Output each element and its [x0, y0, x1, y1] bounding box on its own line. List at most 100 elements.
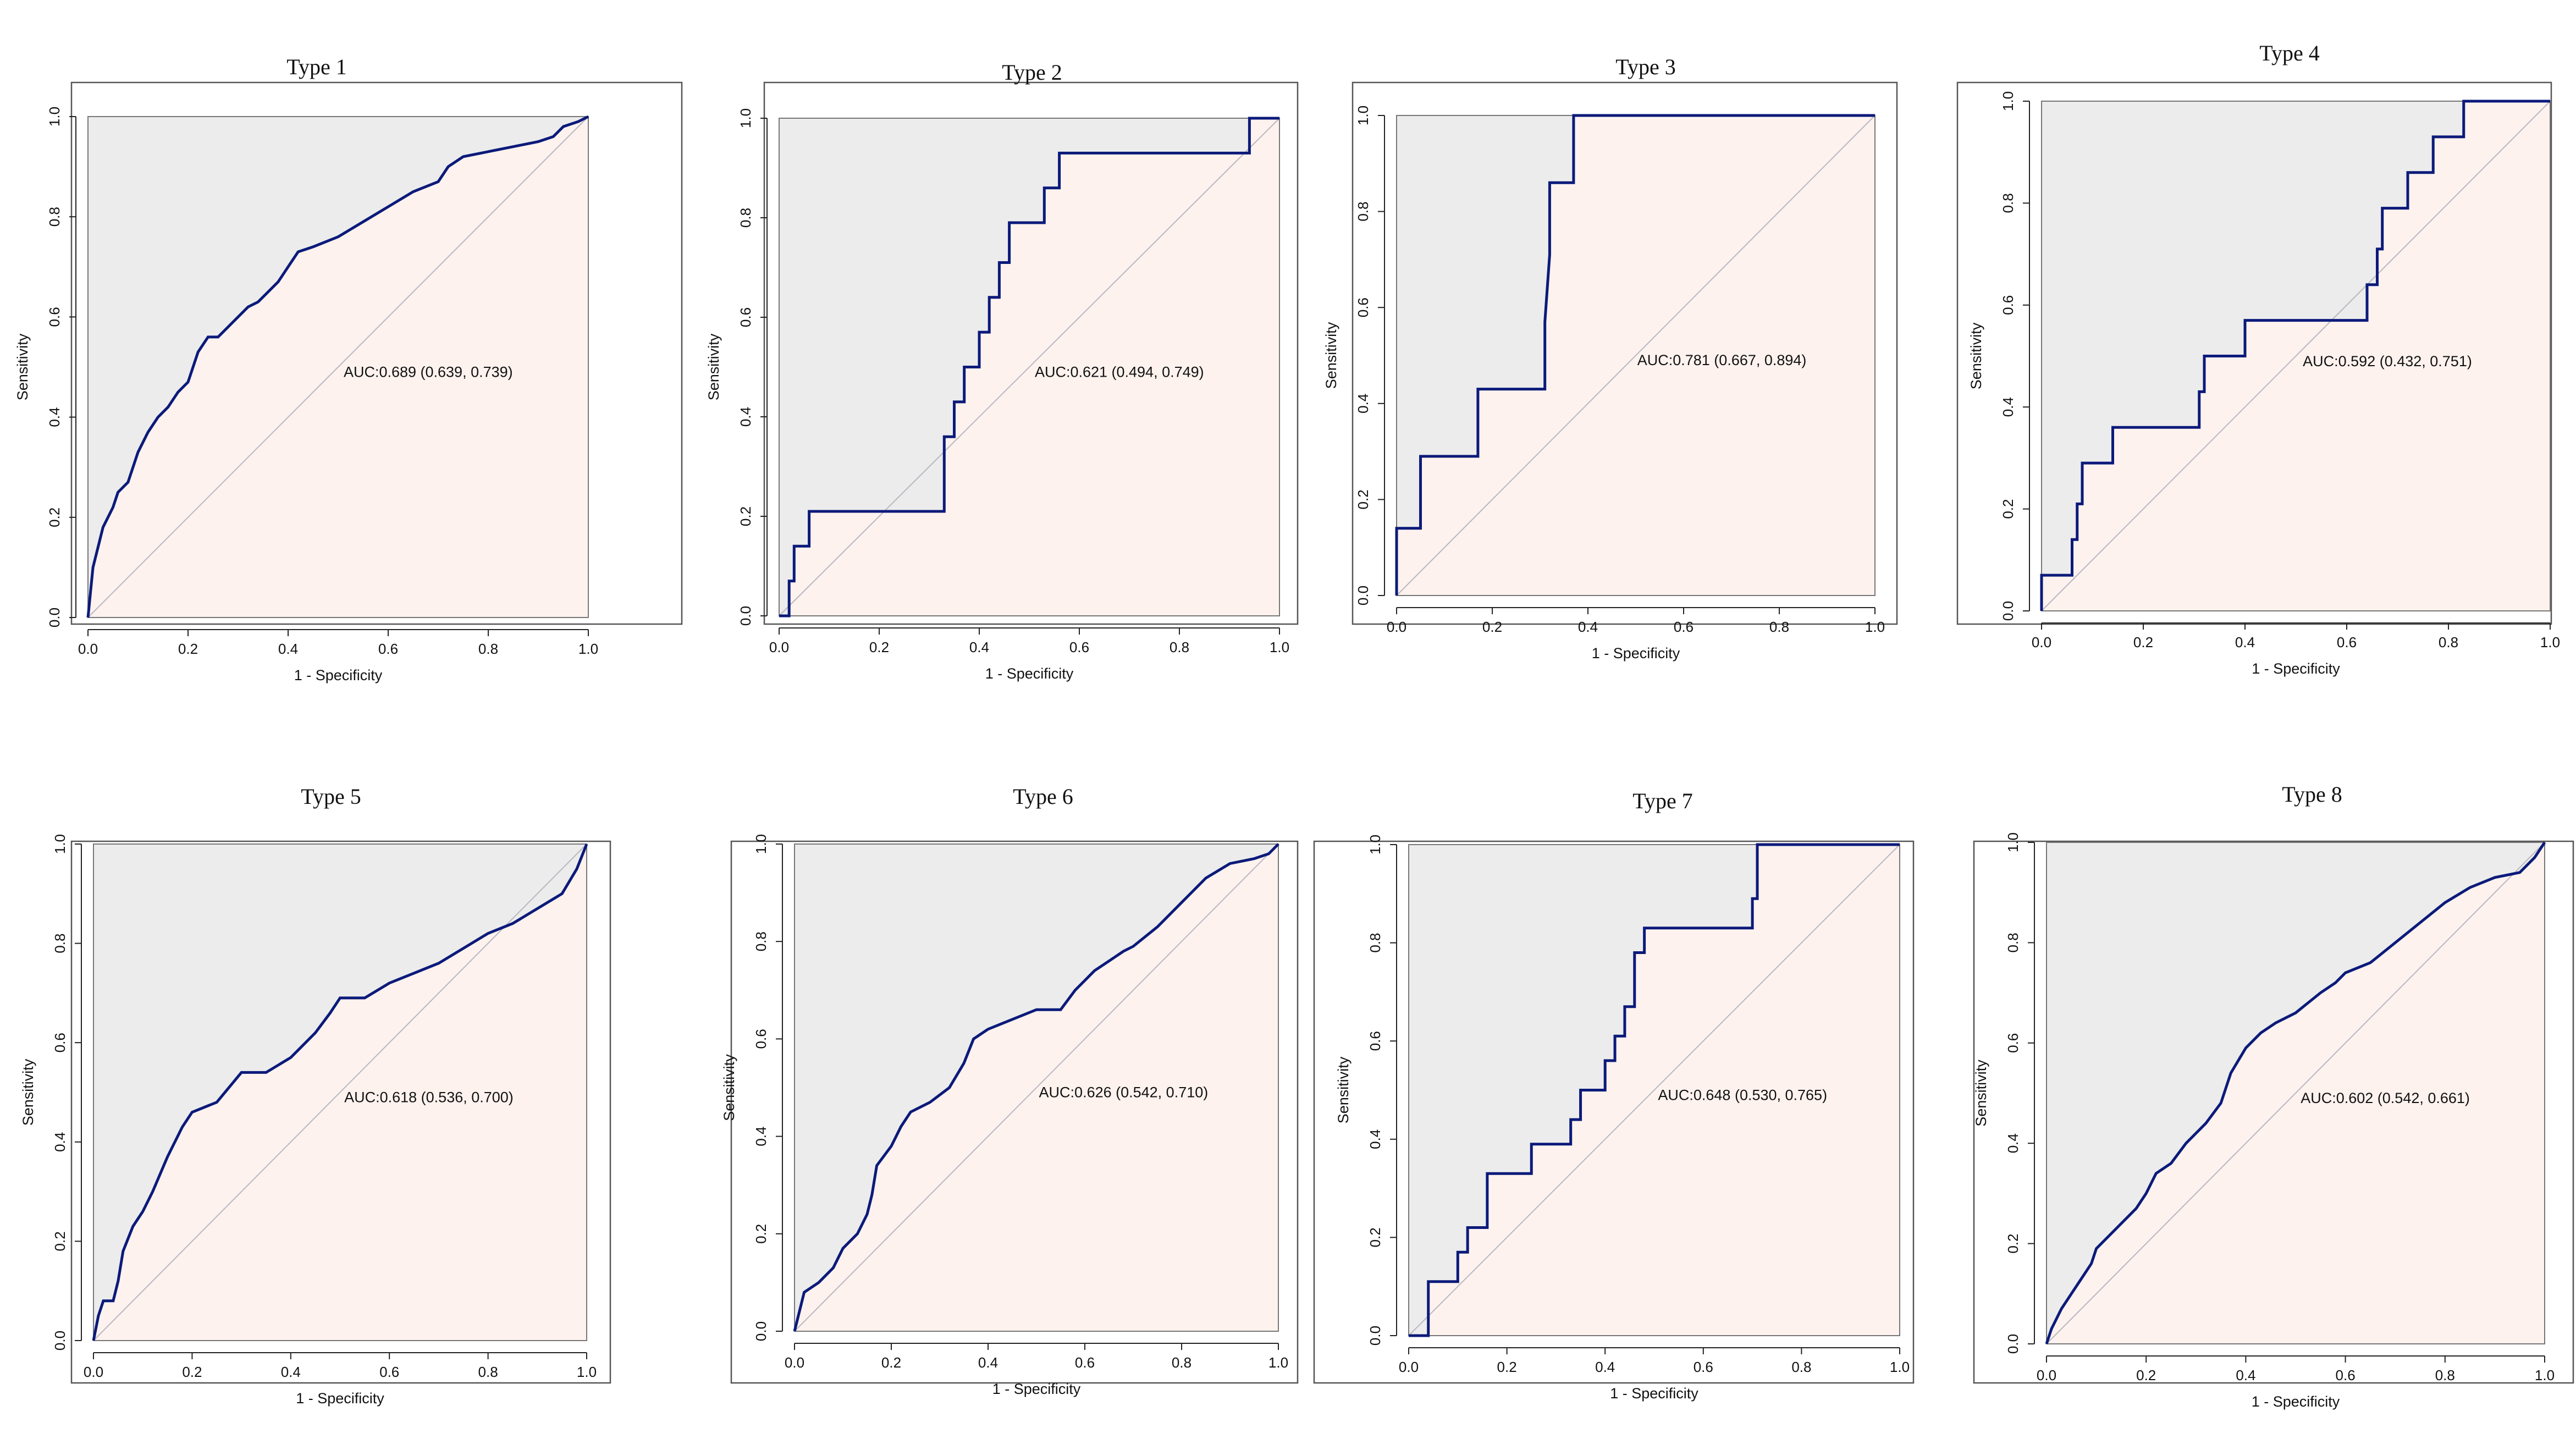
- x-tick-label: 0.8: [1170, 639, 1189, 655]
- plot-border: [87, 116, 589, 618]
- y-tick-label: 0.8: [1367, 933, 1383, 953]
- y-tick-label: 1.0: [1367, 835, 1383, 854]
- roc-chart-type-3: 0.0 0.2 0.4 0.6 0.8 1.0 0.0 0.2 0.4 0.6 0.8 1.0 1 - …: [1323, 54, 1898, 661]
- plot-border: [2046, 842, 2545, 1344]
- roc-curve: [1395, 114, 1875, 596]
- y-tick-label: 0.8: [2005, 933, 2021, 952]
- y-tick-label: 0.0: [737, 606, 754, 626]
- x-tick-label: 0.0: [1387, 619, 1406, 635]
- y-tick-label: 0.2: [2000, 499, 2016, 519]
- y-tick-label: 0.2: [1355, 489, 1371, 509]
- y-tick-label: 0.8: [2000, 193, 2016, 213]
- auc-annotation: AUC:0.781 (0.667, 0.894): [1637, 352, 1807, 368]
- chart-title: Type 6: [1013, 784, 1073, 809]
- x-axis-label: 1 - Specificity: [296, 1390, 384, 1407]
- y-tick-label: 0.0: [1355, 586, 1371, 605]
- y-tick-label: 0.0: [2005, 1334, 2021, 1354]
- y-tick-label: 0.8: [753, 931, 769, 951]
- x-axis-label: 1 - Specificity: [992, 1381, 1081, 1397]
- plot-frame: [1973, 840, 2574, 1384]
- diagonal-reference-line: [2041, 101, 2551, 611]
- x-tick-label: 1.0: [578, 641, 598, 657]
- roc-curve: [1409, 843, 1900, 1337]
- x-tick-label: 0.2: [1482, 619, 1502, 635]
- x-tick-label: 0.0: [2032, 634, 2051, 650]
- auc-annotation: AUC:0.618 (0.536, 0.700): [344, 1089, 514, 1106]
- y-axis-label: Sensitivity: [1968, 322, 1984, 389]
- x-tick-label: 0.2: [2136, 1367, 2156, 1383]
- y-tick-label: 0.8: [46, 207, 63, 227]
- y-tick-label: 0.0: [1367, 1326, 1383, 1346]
- y-tick-label: 0.8: [1355, 202, 1371, 222]
- auc-annotation: AUC:0.621 (0.494, 0.749): [1035, 364, 1204, 381]
- y-tick-label: 1.0: [2000, 91, 2016, 111]
- x-tick-label: 0.4: [281, 1364, 301, 1380]
- y-tick-label: 1.0: [46, 107, 63, 126]
- x-axis-label: 1 - Specificity: [1592, 645, 1680, 661]
- diagonal-reference-line: [1408, 844, 1900, 1336]
- y-axis-label: Sensitivity: [721, 1054, 737, 1121]
- roc-curve: [86, 115, 589, 618]
- y-tick-label: 0.2: [1367, 1227, 1383, 1247]
- x-tick-label: 0.6: [379, 1364, 399, 1380]
- auc-annotation: AUC:0.592 (0.432, 0.751): [2303, 353, 2472, 370]
- plot-border: [2041, 101, 2551, 611]
- x-tick-label: 0.8: [1791, 1359, 1811, 1375]
- x-tick-label: 0.6: [1694, 1359, 1713, 1375]
- diagonal-reference-line: [779, 118, 1280, 616]
- auc-annotation: AUC:0.648 (0.530, 0.765): [1658, 1087, 1827, 1103]
- y-tick-label: 0.8: [737, 208, 754, 228]
- x-tick-label: 0.8: [2435, 1367, 2455, 1383]
- y-tick-label: 0.4: [1355, 394, 1371, 413]
- diagonal-reference-line: [1396, 115, 1876, 596]
- roc-chart-type-2: 0.0 0.2 0.4 0.6 0.8 1.0 0.0 0.2 0.4 0.6 0.8 1.0 1 - …: [705, 60, 1299, 682]
- x-tick-label: 0.2: [178, 641, 198, 657]
- roc-curve: [92, 843, 588, 1341]
- x-tick-label: 0.0: [785, 1354, 804, 1371]
- chart-title: Type 8: [2282, 782, 2342, 807]
- y-tick-label: 0.0: [753, 1321, 769, 1341]
- x-tick-label: 0.6: [1674, 619, 1694, 635]
- x-axis-label: 1 - Specificity: [985, 665, 1074, 682]
- plot-border: [794, 843, 1279, 1332]
- x-axis-label: 1 - Specificity: [294, 667, 383, 683]
- roc-chart-type-8: 0.0 0.2 0.4 0.6 0.8 1.0 0.0 0.2 0.4 0.6 0.8 1.0 1 - …: [1973, 782, 2574, 1410]
- x-tick-label: 0.4: [2235, 634, 2255, 650]
- y-tick-label: 0.0: [46, 608, 63, 627]
- y-tick-label: 0.4: [1367, 1129, 1383, 1149]
- roc-chart-type-4: 0.0 0.2 0.4 0.6 0.8 1.0 0.0 0.2 0.4 0.6 0.8 1.0 1 - …: [1956, 41, 2560, 677]
- x-tick-label: 0.0: [84, 1364, 103, 1380]
- x-tick-label: 0.4: [1578, 619, 1598, 635]
- y-tick-label: 0.6: [2005, 1033, 2021, 1053]
- y-tick-label: 0.6: [52, 1033, 68, 1052]
- x-axis-label: 1 - Specificity: [2252, 1393, 2340, 1410]
- plot-frame: [70, 81, 683, 625]
- x-tick-label: 0.0: [769, 639, 789, 655]
- x-tick-label: 0.6: [378, 641, 398, 657]
- x-tick-label: 1.0: [1270, 639, 1289, 655]
- y-tick-label: 0.4: [2000, 397, 2016, 417]
- y-tick-label: 1.0: [52, 834, 68, 854]
- y-tick-label: 1.0: [737, 108, 754, 128]
- y-tick-label: 0.2: [46, 508, 63, 527]
- auc-annotation: AUC:0.689 (0.639, 0.739): [344, 364, 513, 381]
- y-axis-label: Sensitivity: [1323, 322, 1339, 389]
- y-tick-label: 1.0: [1355, 106, 1371, 125]
- y-tick-label: 0.2: [52, 1231, 68, 1251]
- roc-curve: [2040, 100, 2550, 611]
- plot-frame: [70, 840, 611, 1384]
- x-tick-label: 0.6: [2336, 1367, 2356, 1383]
- x-axis-label: 1 - Specificity: [1610, 1385, 1698, 1402]
- y-axis-label: Sensitivity: [1335, 1056, 1352, 1123]
- x-tick-label: 0.6: [2337, 634, 2357, 650]
- y-tick-label: 1.0: [2005, 832, 2021, 852]
- y-tick-label: 0.4: [46, 407, 63, 427]
- y-tick-label: 0.4: [753, 1127, 769, 1146]
- x-tick-label: 0.4: [978, 1354, 998, 1371]
- x-tick-label: 0.2: [869, 639, 889, 655]
- roc-chart-type-1: 0.0 0.2 0.4 0.6 0.8 1.0 0.0 0.2 0.4 0.6 0.8 1.0 1 - …: [14, 54, 683, 683]
- x-tick-label: 0.8: [1172, 1354, 1192, 1371]
- y-tick-label: 0.2: [753, 1224, 769, 1244]
- y-tick-label: 0.6: [46, 307, 63, 327]
- auc-annotation: AUC:0.626 (0.542, 0.710): [1039, 1084, 1209, 1101]
